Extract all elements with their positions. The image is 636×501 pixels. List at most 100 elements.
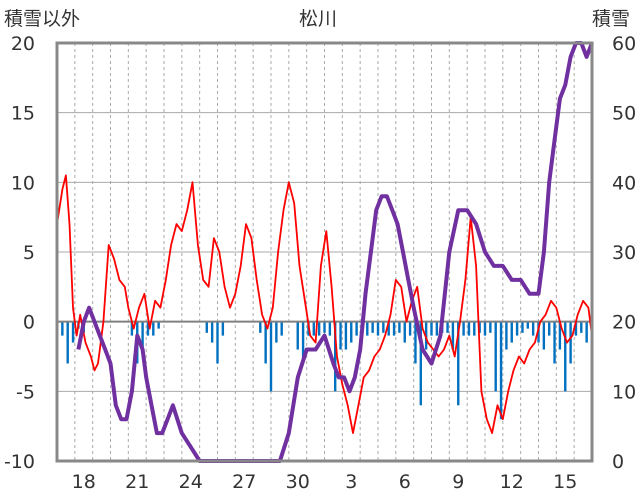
x-tick-label: 30 bbox=[286, 471, 310, 493]
precip-bar bbox=[521, 321, 524, 333]
precip-bar bbox=[152, 321, 155, 336]
precip-bar bbox=[558, 321, 562, 350]
precip-bar bbox=[483, 321, 487, 336]
precip-bar bbox=[564, 321, 567, 392]
precip-bar bbox=[580, 321, 583, 333]
x-tick-label: 21 bbox=[125, 471, 149, 493]
precip-bar bbox=[569, 321, 572, 364]
precip-bar bbox=[403, 321, 406, 343]
right-tick-label: 40 bbox=[612, 172, 636, 194]
precip-bar bbox=[462, 321, 465, 336]
precip-bar bbox=[328, 321, 332, 336]
x-tick-label: 18 bbox=[72, 471, 96, 493]
precip-bar bbox=[457, 321, 460, 406]
precip-bar bbox=[435, 321, 439, 336]
snow_depth-line bbox=[76, 41, 594, 463]
left-tick-label: 0 bbox=[23, 312, 35, 334]
right-tick-label: 50 bbox=[612, 103, 636, 125]
right-tick-label: 30 bbox=[612, 242, 636, 264]
precip-bar bbox=[269, 321, 273, 392]
precip-bar bbox=[366, 321, 369, 336]
precip-bar bbox=[280, 321, 283, 336]
precip-bar bbox=[216, 321, 219, 364]
precip-bar bbox=[515, 321, 519, 336]
precip-bar bbox=[451, 321, 455, 350]
precip-bar bbox=[473, 321, 476, 336]
x-tick-label: 12 bbox=[500, 471, 524, 493]
right-axis-label: 積雪 bbox=[592, 8, 630, 30]
left-tick-label: 20 bbox=[11, 33, 35, 55]
right-tick-label: 60 bbox=[612, 33, 636, 55]
precip-bar bbox=[419, 321, 422, 406]
precip-bar bbox=[392, 321, 396, 336]
precip-bar bbox=[61, 321, 64, 336]
series-lines bbox=[56, 41, 594, 463]
precip-bar bbox=[387, 321, 390, 336]
left-tick-label: 15 bbox=[11, 103, 35, 125]
precip-bar bbox=[157, 321, 160, 329]
precip-bar bbox=[334, 321, 337, 392]
left-axis-label: 積雪以外 bbox=[4, 8, 80, 30]
precip-bar bbox=[350, 321, 353, 343]
precip-bar bbox=[548, 321, 551, 336]
precip-bar bbox=[130, 321, 134, 336]
left-tick-label: 5 bbox=[23, 242, 35, 264]
precip-bar bbox=[382, 321, 385, 333]
precip-bar bbox=[398, 321, 401, 333]
right-axis-ticks: 60 50 40 30 20 10 0 bbox=[612, 33, 636, 473]
precip-bar bbox=[205, 321, 208, 333]
precip-bar bbox=[71, 321, 75, 343]
plot-frame bbox=[55, 41, 594, 463]
precip-bar bbox=[446, 321, 449, 333]
x-tick-label: 3 bbox=[345, 471, 357, 493]
precip-bar bbox=[296, 321, 299, 350]
precip-bar bbox=[414, 321, 417, 364]
x-tick-label: 6 bbox=[399, 471, 411, 493]
left-tick-label: -5 bbox=[16, 381, 35, 403]
right-tick-label: 10 bbox=[612, 381, 636, 403]
precip-bar bbox=[259, 321, 262, 333]
precip-bar bbox=[371, 321, 374, 333]
precip-bar bbox=[408, 321, 412, 336]
precip-bar bbox=[467, 321, 471, 336]
x-tick-label: 24 bbox=[179, 471, 203, 493]
precip-bar bbox=[323, 321, 326, 333]
chart-title: 松川 bbox=[299, 8, 337, 30]
precip-bar bbox=[264, 321, 267, 364]
precip-bar bbox=[505, 321, 508, 350]
precip-bar bbox=[478, 321, 481, 333]
precip-bar bbox=[210, 321, 214, 343]
precip-bar bbox=[531, 321, 535, 336]
x-tick-label: 9 bbox=[452, 471, 464, 493]
precip-bar bbox=[66, 321, 69, 364]
precip-bar bbox=[510, 321, 513, 343]
precip-bar bbox=[344, 321, 348, 350]
temperature-line bbox=[56, 174, 593, 435]
grid-lines bbox=[57, 43, 592, 461]
right-tick-label: 20 bbox=[612, 312, 636, 334]
x-axis-ticks: 18 21 24 27 30 3 6 9 12 15 bbox=[72, 471, 578, 493]
precip-bar bbox=[526, 321, 529, 329]
left-tick-label: 10 bbox=[11, 172, 35, 194]
x-tick-label: 27 bbox=[232, 471, 256, 493]
left-tick-label: -10 bbox=[4, 451, 35, 473]
precip-bar bbox=[553, 321, 556, 364]
precip-bar bbox=[339, 321, 342, 350]
precip-bar bbox=[317, 321, 321, 336]
precip-bar bbox=[355, 321, 358, 336]
precip-bar bbox=[221, 321, 225, 336]
precip-bar bbox=[574, 321, 578, 336]
precip-bar bbox=[376, 321, 380, 336]
precip-bar bbox=[312, 321, 315, 336]
left-axis-ticks: 20 15 10 5 0 -5 -10 bbox=[4, 33, 35, 473]
precip-bar bbox=[141, 321, 144, 350]
precip-bar bbox=[430, 321, 433, 336]
precip-bar bbox=[489, 321, 492, 333]
precip-bar bbox=[275, 321, 278, 343]
precip-bar bbox=[301, 321, 305, 364]
x-tick-label: 15 bbox=[553, 471, 577, 493]
precip-bar bbox=[494, 321, 497, 392]
precip-bar bbox=[146, 321, 150, 336]
precip-bar bbox=[585, 321, 588, 343]
